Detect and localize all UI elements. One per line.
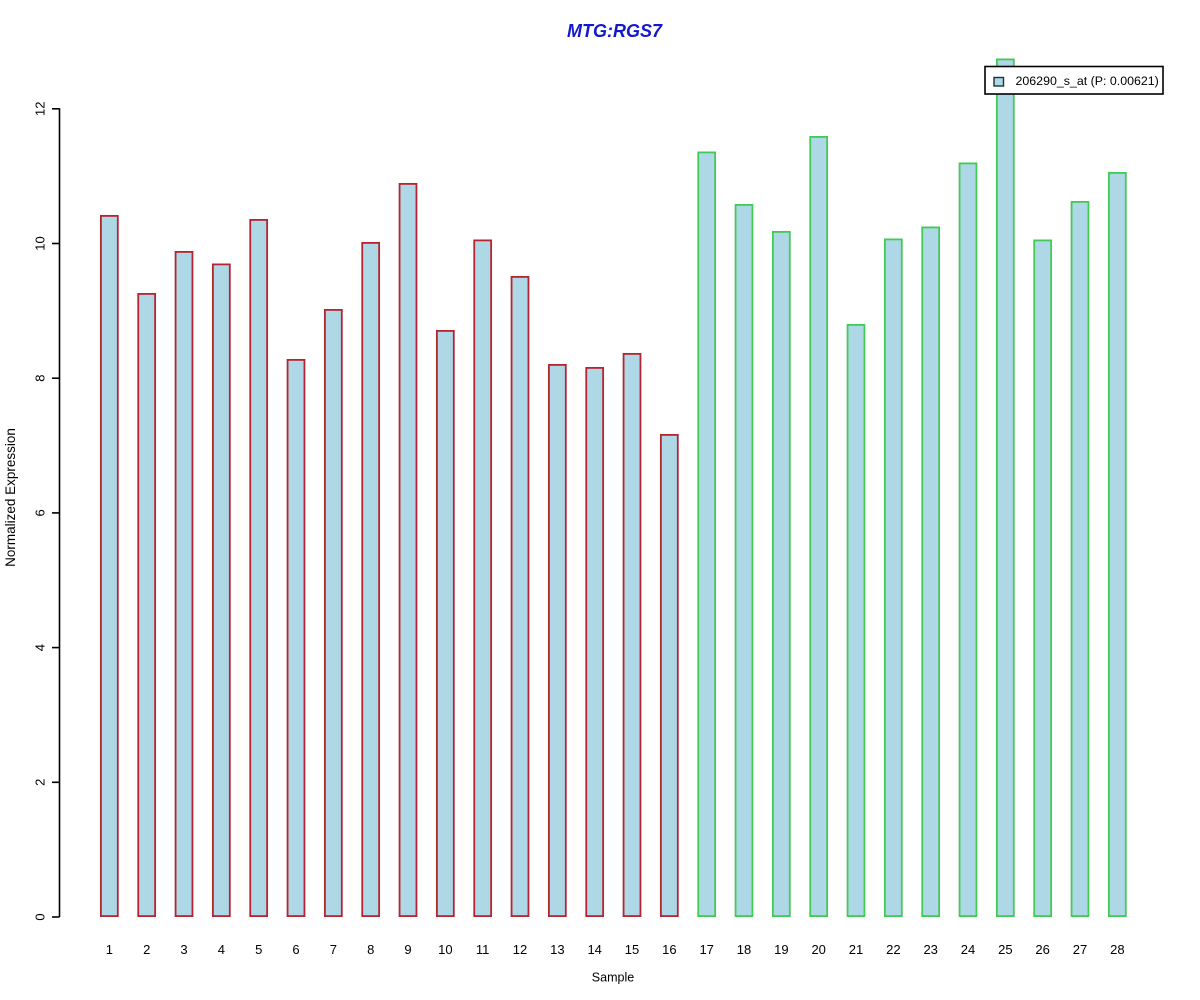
svg-text:2: 2: [33, 779, 48, 786]
svg-text:12: 12: [33, 102, 48, 116]
svg-text:Sample: Sample: [592, 971, 634, 985]
svg-text:10: 10: [438, 942, 452, 957]
svg-text:4: 4: [33, 644, 48, 651]
svg-text:1: 1: [106, 942, 113, 957]
svg-text:27: 27: [1073, 942, 1087, 957]
svg-text:5: 5: [255, 942, 262, 957]
svg-text:28: 28: [1110, 942, 1124, 957]
svg-text:3: 3: [180, 942, 187, 957]
svg-text:6: 6: [292, 942, 299, 957]
svg-text:MTG:RGS7: MTG:RGS7: [567, 21, 663, 41]
svg-text:14: 14: [587, 942, 601, 957]
svg-text:206290_s_at (P: 0.00621): 206290_s_at (P: 0.00621): [1016, 74, 1159, 88]
svg-text:Normalized Expression: Normalized Expression: [3, 428, 18, 567]
svg-text:19: 19: [774, 942, 788, 957]
svg-text:26: 26: [1035, 942, 1049, 957]
svg-text:7: 7: [330, 942, 337, 957]
svg-text:8: 8: [33, 375, 48, 382]
svg-text:6: 6: [33, 509, 48, 516]
svg-text:4: 4: [218, 942, 225, 957]
svg-text:18: 18: [737, 942, 751, 957]
svg-text:22: 22: [886, 942, 900, 957]
svg-text:21: 21: [849, 942, 863, 957]
svg-text:13: 13: [550, 942, 564, 957]
svg-text:17: 17: [699, 942, 713, 957]
svg-text:24: 24: [961, 942, 975, 957]
svg-text:20: 20: [811, 942, 825, 957]
svg-text:9: 9: [404, 942, 411, 957]
svg-text:15: 15: [625, 942, 639, 957]
svg-text:23: 23: [923, 942, 937, 957]
svg-text:25: 25: [998, 942, 1012, 957]
svg-text:11: 11: [476, 942, 490, 957]
svg-text:16: 16: [662, 942, 676, 957]
svg-text:12: 12: [513, 942, 527, 957]
svg-text:2: 2: [143, 942, 150, 957]
svg-text:10: 10: [33, 236, 48, 250]
svg-text:0: 0: [33, 913, 48, 920]
svg-text:8: 8: [367, 942, 374, 957]
